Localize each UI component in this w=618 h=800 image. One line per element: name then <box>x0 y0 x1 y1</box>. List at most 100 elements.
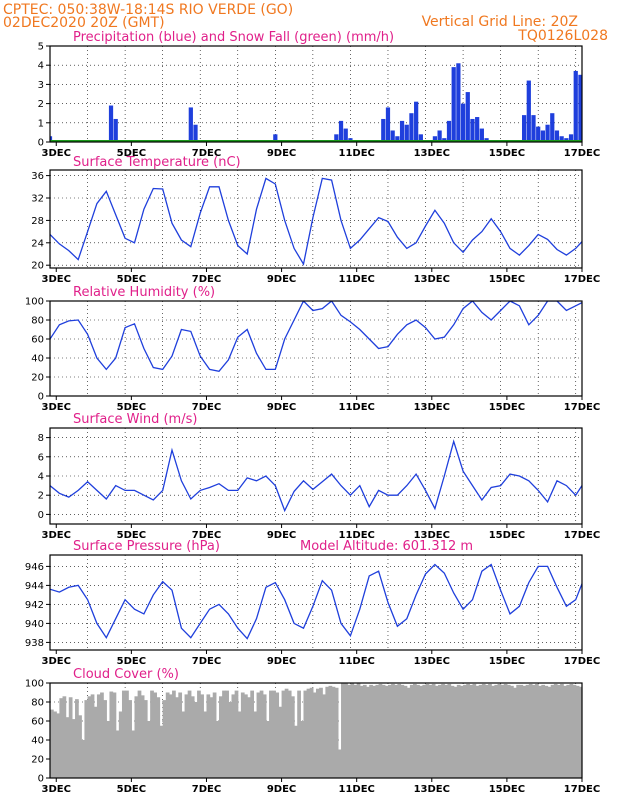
precip-bar <box>446 120 452 142</box>
precip-ytick-label: 0 <box>38 138 44 149</box>
pressure-ytick-label: 946 <box>25 562 44 573</box>
wind-xtick-label: 15DEC <box>489 530 525 541</box>
cloud-bar <box>484 684 489 778</box>
cloud-bar <box>325 686 330 778</box>
cloud-bar <box>391 683 395 778</box>
cloud-bar <box>453 686 458 778</box>
wind-ytick-label: 4 <box>38 472 44 483</box>
cloud-bar <box>225 690 229 778</box>
precip-bar <box>390 130 395 142</box>
cloud-bar <box>294 725 298 778</box>
wind-xtick-label: 7DEC <box>192 530 221 541</box>
cloud-bar <box>535 683 539 778</box>
wind-ytick-label: 0 <box>38 510 44 521</box>
cloud-xtick-label: 15DEC <box>489 784 525 795</box>
precip-bar <box>193 124 198 142</box>
cloud-bar <box>87 696 92 778</box>
precip-bar <box>568 134 574 142</box>
cloud-bar <box>378 683 383 778</box>
cloud-bar <box>522 685 527 778</box>
cloud-bar <box>272 690 276 778</box>
cloud-bar <box>384 685 389 778</box>
precip-bar <box>399 120 405 142</box>
cloud-bar <box>400 684 405 778</box>
rh-xtick-label: 5DEC <box>117 402 146 413</box>
precip-bar <box>536 126 541 142</box>
wind-xtick-label: 9DEC <box>267 530 296 541</box>
precip-bar <box>404 124 409 142</box>
pressure-frame <box>49 554 583 651</box>
precip-bar <box>526 80 531 142</box>
cloud-bar <box>506 684 511 778</box>
precip-bar <box>597 130 601 142</box>
precip-bar <box>583 119 587 142</box>
cloud-bar <box>375 684 380 778</box>
cloud-bar <box>172 690 176 778</box>
cloud-bar <box>159 725 164 778</box>
cloud-bar <box>309 687 314 778</box>
temp-ytick-label: 24 <box>31 238 44 249</box>
cloud-bar <box>140 695 145 778</box>
precip-bar <box>338 120 344 142</box>
cloud-bar <box>503 683 508 778</box>
cloud-bar <box>469 684 474 778</box>
cloud-bar <box>419 685 423 778</box>
precip-ytick-label: 5 <box>38 42 44 53</box>
temp-ytick-label: 32 <box>31 194 44 205</box>
precip-bar <box>334 134 339 142</box>
precip-xtick-label: 9DEC <box>267 148 296 159</box>
pressure-ytick-label: 940 <box>25 619 44 630</box>
cloud-bar <box>153 692 157 778</box>
cloud-bar <box>431 683 436 778</box>
precip-bar <box>606 136 610 142</box>
precip-bar <box>437 130 442 142</box>
cloud-bar <box>259 690 264 778</box>
precip-bar <box>531 115 536 142</box>
wind-xtick-label: 5DEC <box>117 530 146 541</box>
precip-bar <box>343 128 348 142</box>
cloud-bar <box>297 690 301 778</box>
precip-ytick-label: 2 <box>38 99 44 110</box>
cloud-bar <box>128 700 132 778</box>
panel-wind: Surface Wind (m/s) 0 2 4 6 8 3DEC 5DEC 7DEC 9DEC 1… <box>38 412 601 541</box>
cloud-bar <box>121 690 126 778</box>
cloud-bar <box>369 684 373 778</box>
cloud-bar <box>234 690 239 778</box>
cloud-bar <box>181 711 186 778</box>
cloud-bar <box>341 683 345 778</box>
cloud-bar <box>284 688 289 778</box>
cloud-bar <box>444 684 449 778</box>
precip-xtick-label: 15DEC <box>489 148 525 159</box>
cloud-bar <box>531 684 536 778</box>
precip-bar <box>432 136 438 142</box>
pressure-xtick-label: 9DEC <box>267 656 296 667</box>
temp-frame <box>49 169 583 269</box>
temp-ytick-label: 36 <box>31 171 44 182</box>
cloud-bar <box>516 684 521 778</box>
cloud-bar <box>115 730 120 778</box>
cloud-bar <box>290 696 295 778</box>
cloud-bar <box>434 685 439 778</box>
cloud-bar <box>544 685 549 778</box>
pressure-xtick-label: 11DEC <box>338 656 374 667</box>
cloud-bar <box>319 687 323 778</box>
header-code: TQ0126L028 <box>517 28 608 44</box>
precip-bar <box>465 92 470 142</box>
precip-ytick-label: 3 <box>38 80 44 91</box>
cloud-bar <box>156 697 161 778</box>
pressure-line <box>50 563 582 640</box>
rh-xtick-label: 17DEC <box>564 402 600 413</box>
cloud-bar <box>262 694 267 778</box>
precip-bar <box>385 107 391 142</box>
rh-ytick-label: 20 <box>31 373 44 384</box>
cloud-ytick-label: 20 <box>31 755 44 766</box>
precip-bar <box>475 117 480 142</box>
cloud-bar <box>353 684 358 778</box>
cloud-bar <box>75 699 79 778</box>
precip-bar <box>578 74 582 142</box>
temp-line <box>50 177 582 266</box>
cloud-xtick-label: 13DEC <box>414 784 450 795</box>
cloud-bar <box>112 692 117 778</box>
pressure-xtick-label: 15DEC <box>489 656 525 667</box>
cloud-bar <box>541 684 546 778</box>
